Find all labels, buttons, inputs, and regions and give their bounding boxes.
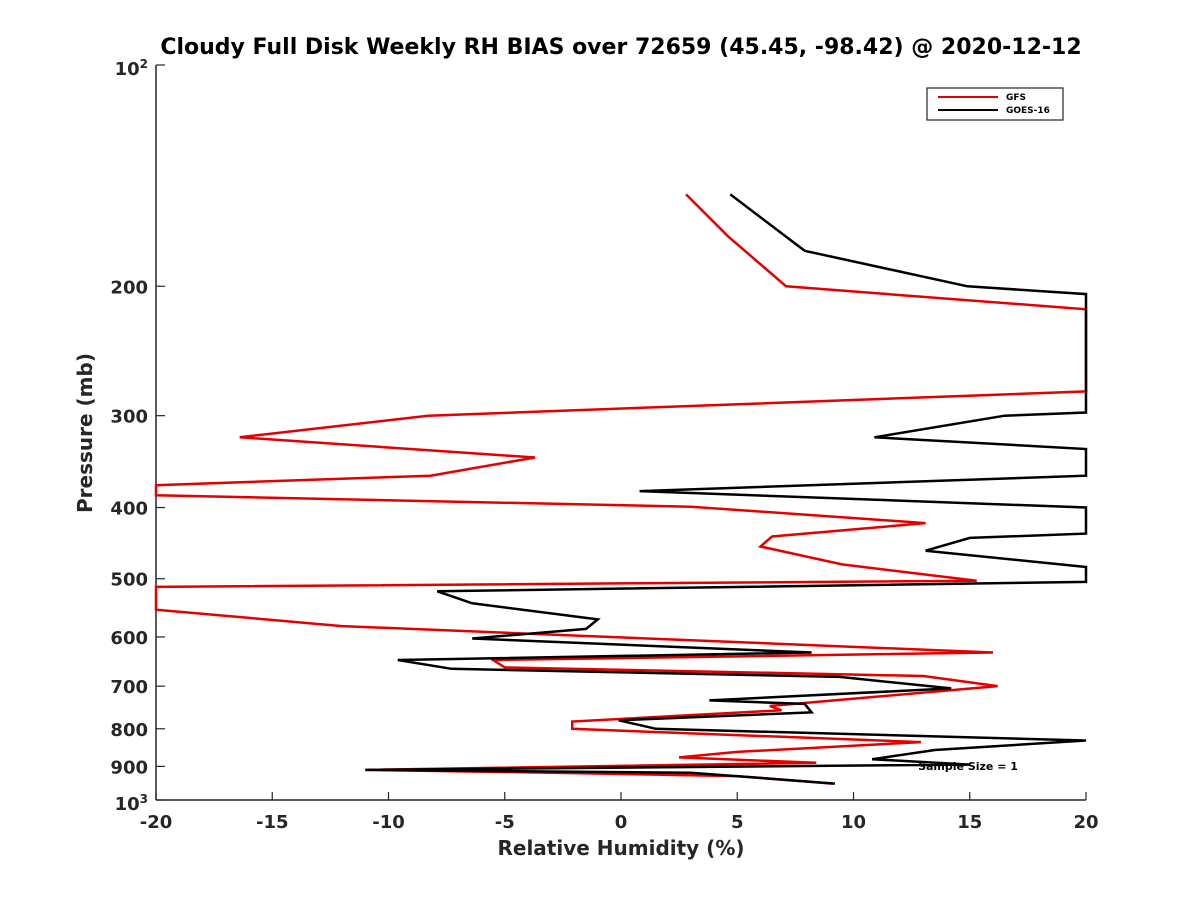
x-tick-label: 10 <box>841 812 866 833</box>
y-tick-label: 700 <box>110 677 148 698</box>
y-tick-label: 300 <box>110 407 148 428</box>
x-tick-label: 20 <box>1073 812 1098 833</box>
y-ticks: 200 300 400 500 600 700 800 900 <box>110 64 165 801</box>
sample-size-annotation: Sample Size = 1 <box>918 760 1018 773</box>
series-line-gfs <box>154 193 1088 785</box>
y-axis-label: Pressure (mb) <box>73 353 97 513</box>
x-ticks: -20 -15 -10 -5 0 5 10 15 20 <box>140 792 1099 833</box>
y-tick-label-bottom: 103 <box>115 792 148 815</box>
x-axis-label: Relative Humidity (%) <box>497 836 744 860</box>
x-tick-label: -20 <box>140 812 173 833</box>
y-tick-label: 900 <box>110 757 148 778</box>
y-tick-label-top: 102 <box>115 57 148 80</box>
legend: GFS GOES-16 <box>926 87 1064 121</box>
legend-label-goes16: GOES-16 <box>1006 106 1050 116</box>
legend-label-gfs: GFS <box>1006 93 1026 103</box>
x-tick-label: -10 <box>372 812 405 833</box>
x-tick-label: -5 <box>495 812 515 833</box>
y-tick-label: 200 <box>110 277 148 298</box>
series-line-goes-16 <box>365 193 1088 785</box>
series-layer <box>154 193 1088 785</box>
x-tick-label: 0 <box>615 812 628 833</box>
y-tick-label: 800 <box>110 720 148 741</box>
y-tick-label: 500 <box>110 570 148 591</box>
y-tick-label: 600 <box>110 628 148 649</box>
legend-box <box>926 87 1064 121</box>
x-tick-label: -15 <box>256 812 289 833</box>
x-tick-label: 15 <box>957 812 982 833</box>
y-tick-label: 400 <box>110 499 148 520</box>
x-tick-label: 5 <box>731 812 744 833</box>
chart-title: Cloudy Full Disk Weekly RH BIAS over 726… <box>160 35 1081 60</box>
plot-area: -20 -15 -10 -5 0 5 10 15 20 200 300 400 500 600 700 80… <box>110 64 1099 833</box>
